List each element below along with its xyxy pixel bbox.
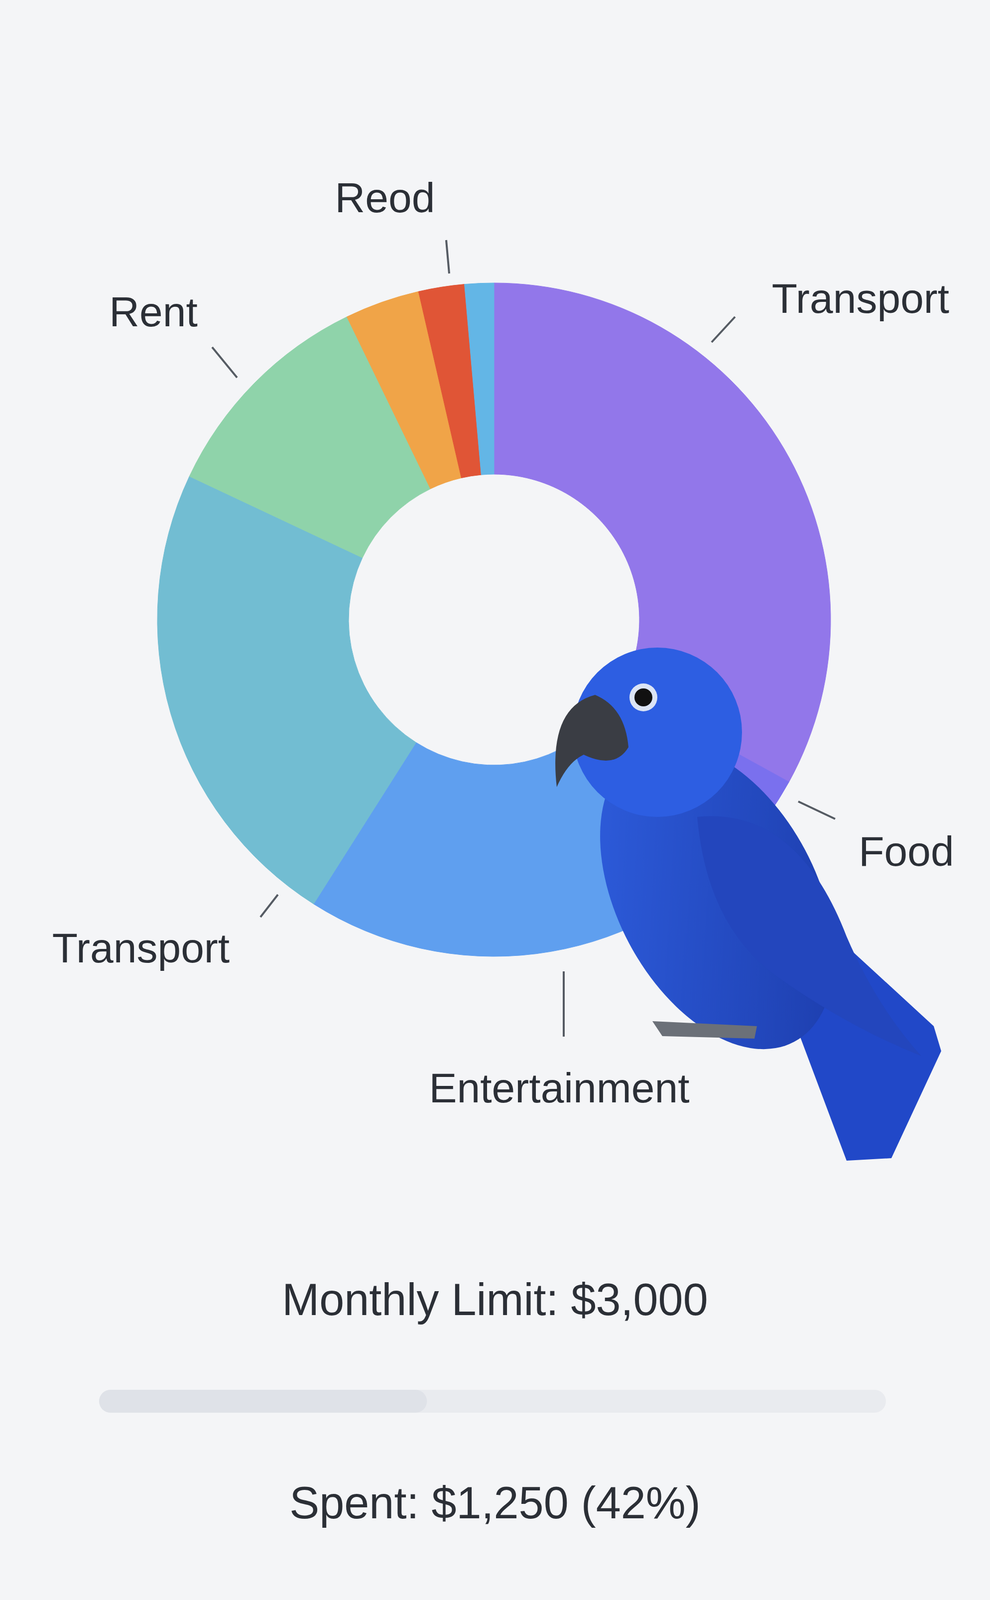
leader-line (562, 971, 565, 1037)
slice-label: Reod (335, 174, 436, 222)
parrot-wing (697, 816, 922, 1056)
slice-label: Transport (52, 924, 230, 972)
donut-slice (157, 476, 417, 904)
page: Transport Food Entertainment Transport Rent R… (0, 0, 990, 1600)
leader-line (446, 240, 450, 274)
parrot-beak (555, 694, 629, 787)
background (0, 0, 990, 1600)
limit-label: Monthly Limit: $3,000 (281, 1274, 708, 1325)
leader-line (212, 347, 238, 378)
leader-line (798, 801, 836, 819)
slice-label: Transport (771, 274, 950, 322)
slice-label: Rent (109, 288, 198, 336)
progress-track (99, 1389, 886, 1413)
parrot-feet (652, 1020, 757, 1039)
progress-fill (99, 1389, 427, 1413)
budget-summary: Monthly Limit: $3,000 Spent: $1,250 (42%) (99, 1274, 886, 1528)
slice-label: Entertainment (429, 1064, 690, 1112)
spent-label: Spent: $1,250 (42%) (289, 1477, 701, 1528)
slice-labels: Transport Food Entertainment Transport Rent R… (52, 174, 955, 1112)
leader-line (711, 316, 736, 343)
canvas: Transport Food Entertainment Transport Rent R… (0, 0, 990, 1600)
slice-label: Food (858, 827, 954, 875)
parrot-eye-ring (629, 683, 658, 712)
parrot-eye (634, 688, 653, 707)
donut-slice (464, 282, 495, 475)
leader-line (260, 894, 278, 917)
parrot (551, 647, 942, 1161)
